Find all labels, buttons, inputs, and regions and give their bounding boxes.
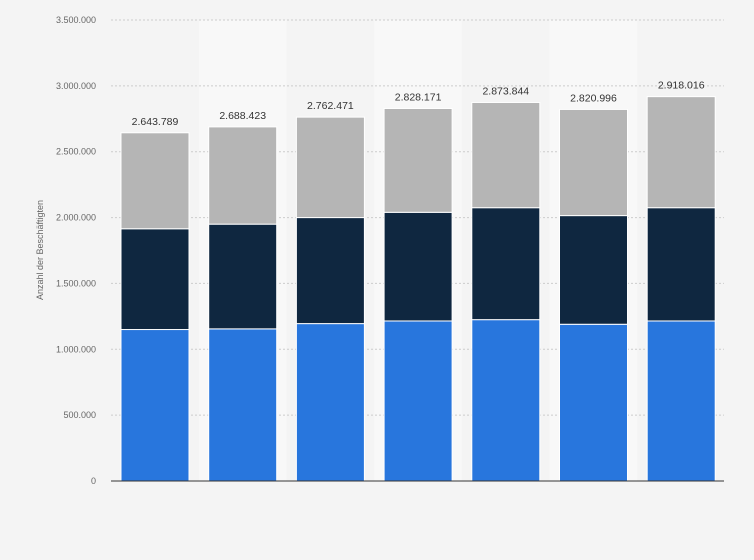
- bar-segment-1: [295, 323, 365, 482]
- bars: [120, 96, 716, 482]
- y-tick-label: 2.000.000: [56, 213, 96, 223]
- bar-segment-3: [646, 96, 716, 209]
- total-label: 2.688.423: [219, 110, 266, 122]
- total-label: 2.643.789: [132, 116, 179, 128]
- bar-segment-3: [295, 116, 365, 219]
- bar-segment-2: [646, 207, 716, 322]
- y-tick-label: 1.000.000: [56, 344, 96, 354]
- bar-segment-3: [559, 108, 628, 217]
- bar-segment-2: [295, 217, 365, 325]
- y-tick-label: 2.500.000: [56, 147, 96, 157]
- bar-segment-2: [383, 211, 453, 322]
- y-tick-label: 0: [91, 476, 96, 486]
- bar-segment-1: [559, 323, 628, 482]
- bar-segment-1: [646, 320, 716, 482]
- bar-segment-3: [208, 126, 278, 225]
- total-labels: 2.643.789 2.688.423 2.762.471 2.828.171 2.87…: [132, 80, 705, 128]
- bar-segment-1: [208, 328, 278, 482]
- total-label: 2.873.844: [482, 85, 529, 97]
- y-axis-tick-labels: 0 500.000 1.000.000 1.500.000 2.000.000 2.500…: [56, 15, 96, 486]
- total-label: 2.820.996: [570, 92, 617, 104]
- bar-segment-2: [208, 223, 278, 330]
- bar-segment-3: [120, 132, 190, 230]
- y-tick-label: 3.000.000: [56, 81, 96, 91]
- y-tick-label: 3.500.000: [56, 15, 96, 25]
- bar-segment-1: [471, 319, 541, 482]
- bar-segment-2: [559, 215, 628, 325]
- bar-segment-2: [120, 228, 190, 331]
- y-tick-label: 1.500.000: [56, 278, 96, 288]
- y-axis-title: Anzahl der Beschäftigten: [35, 200, 45, 300]
- bar-segment-1: [120, 329, 190, 482]
- bar-segment-2: [471, 207, 541, 321]
- bar-segment-3: [471, 101, 541, 209]
- total-label: 2.762.471: [307, 100, 354, 112]
- total-label: 2.918.016: [658, 80, 705, 92]
- bar-segment-1: [383, 320, 453, 482]
- bar-segment-3: [383, 107, 453, 213]
- y-tick-label: 500.000: [63, 410, 96, 420]
- total-label: 2.828.171: [395, 91, 442, 103]
